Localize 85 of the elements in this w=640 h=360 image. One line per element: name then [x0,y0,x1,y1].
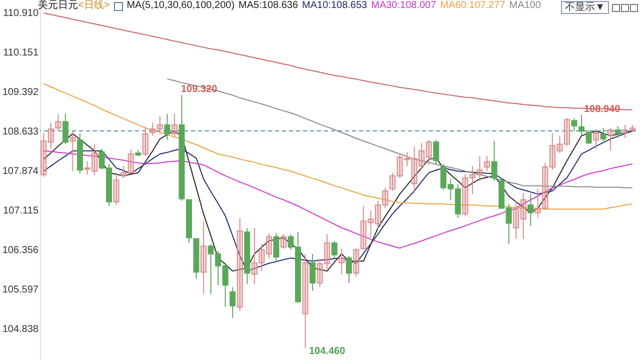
candlestick [258,244,265,272]
y-tick-label: 107.874 [2,166,39,177]
candlestick [236,217,243,312]
candlestick [476,156,483,182]
candlestick [491,140,498,182]
y-tick-label: 104.838 [2,324,39,335]
candlestick [608,127,614,152]
y-tick-label: 109.392 [2,86,39,98]
y-tick-label: 107.115 [3,205,39,216]
candlestick [368,210,374,238]
candlestick [629,124,636,133]
candlestick [426,139,432,166]
candlestick [113,172,120,206]
candlestick [586,130,592,145]
candlestick [251,227,258,285]
line-series [166,78,633,188]
candlestick [331,240,338,259]
y-tick-label: 105.597 [2,284,39,296]
candlestick [92,144,98,176]
annotation: 不显示▼ [561,1,609,14]
candlestick [302,253,308,349]
text: MA60:107.277 [440,0,506,12]
candlestick [534,188,541,218]
candlestick [266,232,272,259]
candlestick [324,234,330,270]
candlestick [316,258,323,288]
candlestick [396,152,403,178]
candlestick [360,206,366,250]
candlestick [404,151,410,166]
candlestick [353,248,360,278]
candlestick [513,200,520,240]
y-tick-label: 108.633 [2,126,39,138]
candlestick [150,122,156,136]
candlestick [48,122,54,150]
candlestick [622,124,628,138]
candlestick [310,253,316,292]
candlestick [374,200,381,230]
y-tick-label: 110.910 [3,8,39,19]
annotation: 104.460 [309,346,346,358]
candlestick [390,172,396,192]
y-tick-label: 110.151 [3,47,39,58]
candlestick [484,156,490,172]
candlestick [411,146,418,194]
candlestick [142,126,148,157]
candlestick [128,149,134,174]
y-tick-label: 106.356 [2,244,39,256]
candlestick [418,142,425,170]
candlestick [520,192,526,240]
candlestick [84,160,90,176]
annotation: MA(5,10,30,60,100,200) [126,0,235,12]
candlestick [346,255,352,284]
candlestick [571,118,578,132]
candlestick [593,128,600,150]
text: MA5:108.636 [238,0,298,12]
candlestick [55,113,62,132]
candlestick [120,165,127,178]
candlestick [171,113,178,138]
candlestick [164,113,170,140]
candlestick [556,135,563,154]
candlestick [382,187,388,209]
candlestick [600,127,606,142]
annotation: 109.320 [181,84,218,96]
candlestick [62,113,68,145]
text: MA10:108.653 [302,0,368,12]
line-series [43,12,633,110]
candlestick [564,118,570,147]
candlestick [200,220,207,294]
candlestick [433,139,440,164]
candlestick [230,286,236,318]
candlestick [70,130,76,172]
candlestick [469,165,476,195]
candlestick [462,173,468,216]
candlestick [578,114,584,136]
text: MA100 [509,0,541,12]
candlestick [40,132,47,178]
candlestick [614,125,621,138]
candlestick [549,132,556,171]
candlestick [273,232,280,262]
candlestick [280,234,286,250]
candlestick [338,248,345,275]
candlestick [542,162,548,210]
text: MA30:108.007 [371,0,436,12]
candlestick [156,115,163,134]
chart-subtitle: <日线> [78,0,110,11]
candlestick [528,194,534,226]
